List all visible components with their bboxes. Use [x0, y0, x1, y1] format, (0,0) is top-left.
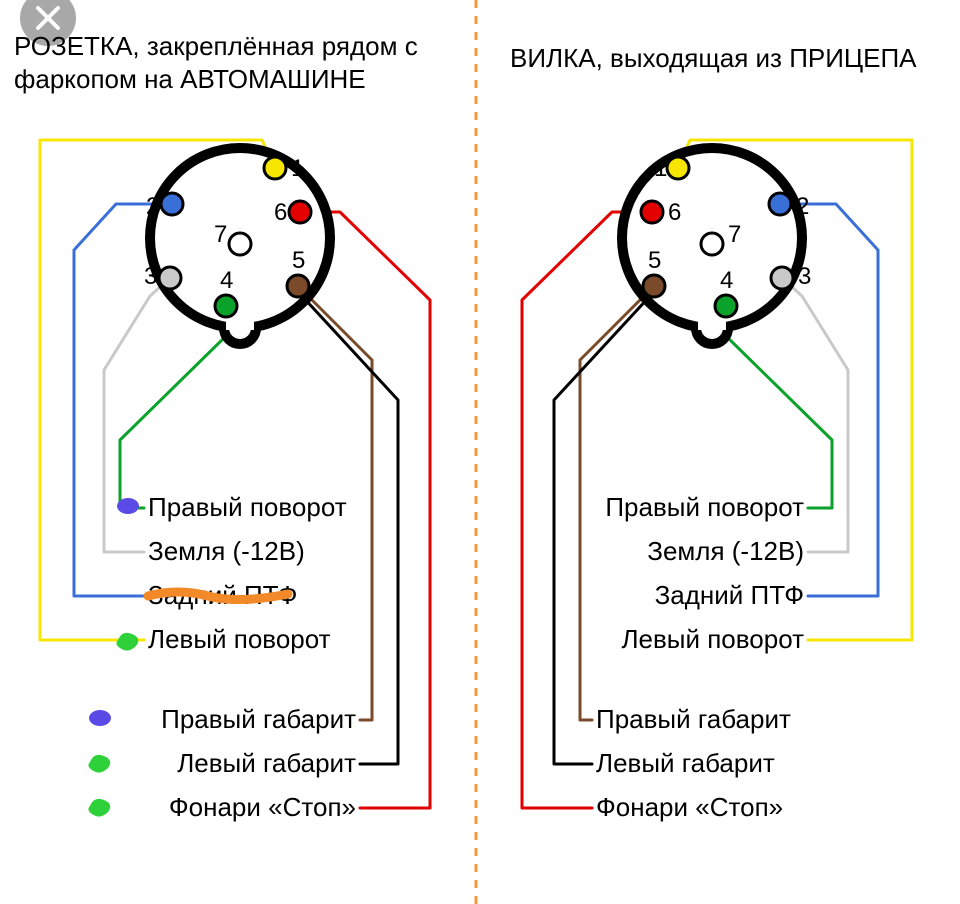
left-connector: 1 2 3 4 56 7 [144, 148, 330, 344]
marker-dot-3 [88, 755, 110, 773]
right-legend-pin1: Левый поворот [621, 624, 804, 654]
left-legend-pin1: Левый поворот [148, 624, 331, 654]
right-pin-3 [771, 267, 793, 289]
left-legend-pin3: Земля (-12В) [148, 536, 305, 566]
right-pin-7 [701, 233, 723, 255]
right-pin-5 [643, 275, 665, 297]
right-pin-2 [769, 193, 791, 215]
right-legend-pin6: Фонари «Стоп» [596, 792, 783, 822]
left-pin-label-5: 5 [292, 247, 305, 274]
right-legend-pin2: Задний ПТФ [655, 580, 804, 610]
left-pin-7 [229, 233, 251, 255]
left-pin-label-7: 7 [214, 221, 227, 248]
right-pin-4 [715, 295, 737, 317]
left-pin-label-4: 4 [220, 267, 233, 294]
left-pin-label-2: 2 [146, 193, 159, 220]
left-legend-pin5: Правый габарит [161, 704, 356, 734]
page-root: РОЗЕТКА, закреплённая рядом с фаркопом н… [0, 0, 960, 904]
right-pin-label-5: 5 [648, 247, 661, 274]
right-pin-label-6: 6 [668, 199, 681, 226]
right-pin-label-2: 2 [796, 193, 809, 220]
left-pin-label-1: 1 [291, 155, 304, 182]
marker-dot-0 [117, 498, 139, 514]
left-pin-6 [289, 201, 311, 223]
right-pin-1 [667, 157, 689, 179]
left-pin-3 [159, 267, 181, 289]
right-pin-label-1: 1 [654, 155, 667, 182]
left-pin-2 [161, 193, 183, 215]
right-wire-pin4 [726, 306, 832, 508]
left-pin-4 [215, 295, 237, 317]
left-wire-pin4 [120, 306, 226, 508]
right-legend-pin7: Левый габарит [596, 748, 775, 778]
marker-dot-2 [89, 710, 111, 726]
right-pin-6 [641, 201, 663, 223]
right-legend-pin5: Правый габарит [596, 704, 791, 734]
right-legend-pin4: Правый поворот [605, 492, 804, 522]
left-pin-5 [287, 275, 309, 297]
right-connector: 1 2 3 4 56 7 [622, 148, 811, 344]
left-pin-1 [264, 157, 286, 179]
left-legend-pin7: Левый габарит [177, 748, 356, 778]
left-legend-pin6: Фонари «Стоп» [169, 792, 356, 822]
marker-dot-4 [88, 799, 110, 817]
marker-dot-1 [116, 633, 138, 651]
left-legend-pin4: Правый поворот [148, 492, 347, 522]
left-pin-label-6: 6 [274, 199, 287, 226]
left-pin-label-3: 3 [144, 263, 157, 290]
wiring-diagram: 1234567Правый поворотЗемля (-12В)Задний … [0, 0, 960, 904]
right-pin-label-7: 7 [728, 221, 741, 248]
right-pin-label-4: 4 [720, 267, 733, 294]
right-pin-label-3: 3 [798, 263, 811, 290]
right-legend-pin3: Земля (-12В) [647, 536, 804, 566]
